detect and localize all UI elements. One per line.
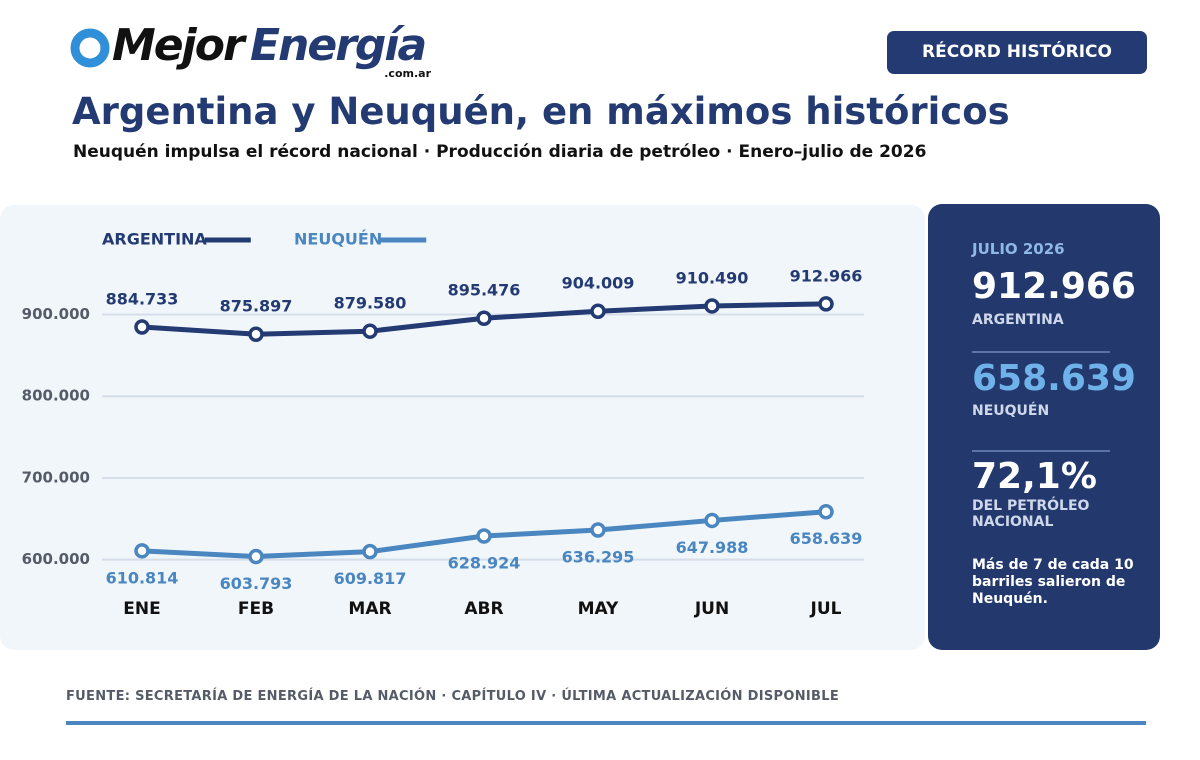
neuquen-value: 658.639 [972,358,1136,399]
data-label: 636.295 [562,547,635,566]
data-point [590,522,606,538]
chart-panel [0,205,925,650]
neuquen-label: NEUQUÉN [972,403,1050,419]
footer: FUENTE: SECRETARÍA DE ENERGÍA DE LA NACI… [66,689,840,704]
data-label: 647.988 [676,538,749,557]
data-point [248,326,264,342]
note: Más de 7 de cada 10 barriles salieron de… [972,557,1134,607]
data-point [476,310,492,326]
y-tick-label: 700.000 [22,468,90,486]
data-point [590,303,606,319]
data-label: 904.009 [562,274,635,293]
title: Argentina y Neuquén, en máximos históric… [72,90,1010,133]
x-tick-label: FEB [238,599,274,619]
share-label: DEL PETRÓLEO NACIONAL [972,498,1090,530]
data-point [704,298,720,314]
logo-icon [70,28,110,68]
logo-first: Mejor [112,20,247,71]
data-label: 910.490 [676,268,749,287]
badge[interactable]: RÉCORD HISTÓRICO [887,31,1147,74]
logo-domain: .com.ar [384,67,431,80]
x-tick-label: ENE [123,599,160,619]
data-label: 658.639 [790,529,863,548]
data-label: 610.814 [106,568,179,587]
x-tick-label: JUN [694,599,729,619]
data-point [818,503,834,520]
data-point [476,528,492,544]
y-tick-label: 800.000 [22,387,90,405]
data-label: 879.580 [334,294,407,313]
legend-label: NEUQUÉN [294,230,382,249]
data-point [362,543,378,560]
data-point [248,548,264,565]
legend-label: ARGENTINA [102,230,207,249]
argentina-label: ARGENTINA [972,312,1064,328]
data-label: 884.733 [106,289,179,308]
argentina-value: 912.966 [972,266,1136,307]
share-value: 72,1% [972,456,1097,497]
x-tick-label: MAR [348,599,391,619]
data-label: 609.817 [334,569,407,588]
x-tick-label: JUL [810,599,842,619]
data-point [704,512,720,529]
data-label: 603.793 [220,574,293,593]
data-point [362,323,378,339]
summary-panel: JULIO 2026 912.966 ARGENTINA 658.639 NEU… [928,204,1160,650]
logo-second: Energía [250,20,425,71]
separator [972,351,1110,353]
separator [972,450,1110,452]
y-tick-label: 900.000 [22,305,90,323]
data-label: 895.476 [448,281,521,300]
x-tick-label: ABR [464,599,503,619]
data-point [134,543,150,559]
y-tick-label: 600.000 [22,550,90,568]
data-label: 912.966 [790,266,863,285]
data-label: 628.924 [448,554,521,573]
data-point [134,319,150,335]
data-point [818,296,834,312]
data-label: 875.897 [220,297,293,316]
period: JULIO 2026 [972,240,1065,258]
subtitle: Neuquén impulsa el récord nacional · Pro… [73,142,927,162]
x-tick-label: MAY [578,599,619,619]
footer-rule [66,721,1146,725]
